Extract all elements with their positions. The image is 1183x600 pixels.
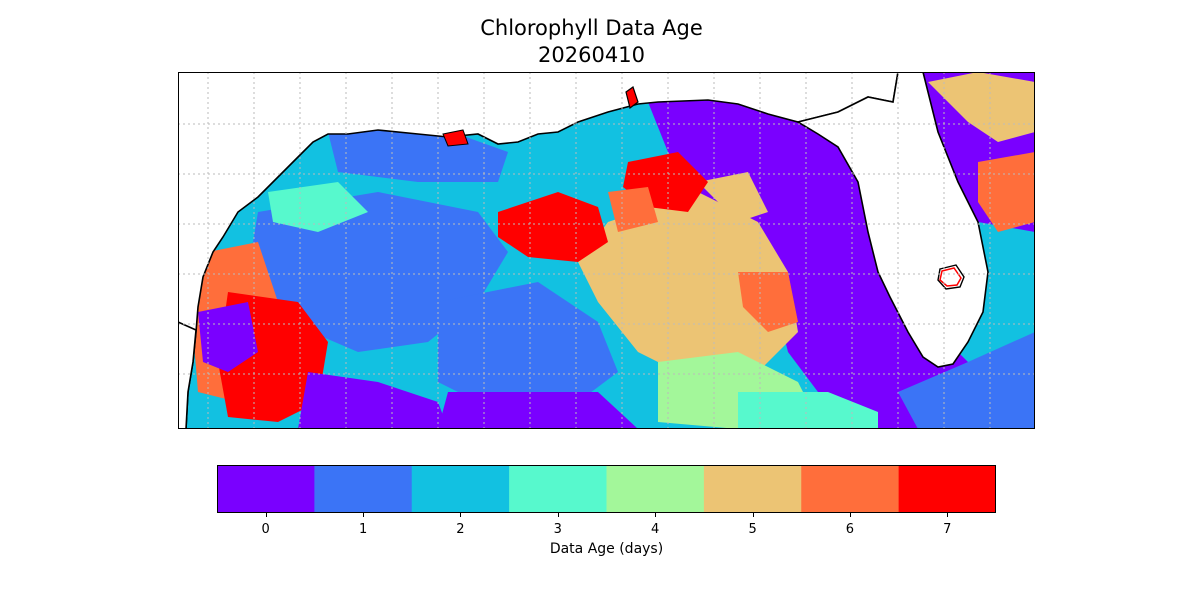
region-day1-keys <box>898 332 1035 429</box>
colorbar-segment-0 <box>217 465 315 513</box>
land-bay-islands <box>442 129 469 147</box>
region-day3-northwest <box>268 182 368 232</box>
colorbar-tick-mark <box>849 513 851 517</box>
colorbar <box>217 465 996 513</box>
region-day0-southwest <box>298 372 448 429</box>
land-delta <box>625 86 639 110</box>
region-day6-east <box>738 272 798 332</box>
colorbar-tick-label: 6 <box>845 522 855 537</box>
land-florida <box>795 72 989 368</box>
colorbar-tick-mark <box>557 513 559 517</box>
region-day5-north <box>698 172 768 222</box>
region-day5-central <box>578 192 798 382</box>
colorbar-segment-3 <box>509 465 608 513</box>
colorbar-segment-1 <box>314 465 413 513</box>
colorbar-tick-label: 4 <box>651 522 660 537</box>
map-date: 20260410 <box>538 43 645 67</box>
region-day0-west-coast <box>198 302 258 372</box>
region-day1-central <box>438 282 618 412</box>
colorbar-tick-label: 5 <box>748 522 757 537</box>
colorbar-border <box>217 465 996 513</box>
colorbar-tick-label: 3 <box>553 522 562 537</box>
colorbar-tick-mark <box>655 513 657 517</box>
colorbar-segment-2 <box>411 465 510 513</box>
map-title: Chlorophyll Data Age <box>480 16 703 40</box>
region-day3-south <box>738 392 878 429</box>
region-day6-central <box>608 187 658 232</box>
colorbar-tick-mark <box>947 513 949 517</box>
colorbar-tick-label: 7 <box>943 522 952 537</box>
colorbar-tick-mark <box>363 513 365 517</box>
chlorophyll-age-map <box>178 72 1035 429</box>
colorbar-segment-5 <box>703 465 802 513</box>
lake-okeechobee-rim <box>939 267 962 287</box>
colorbar-segment-4 <box>606 465 705 513</box>
map-border <box>178 72 1035 429</box>
region-day7-central <box>498 192 608 262</box>
colorbar-tick-mark <box>460 513 462 517</box>
map-panel <box>178 72 1035 429</box>
colorbar-segment-7 <box>898 465 996 513</box>
land-mexico <box>178 321 197 429</box>
colorbar-label: Data Age (days) <box>549 541 664 557</box>
colorbar-tick-label: 0 <box>261 522 270 537</box>
region-day0-south-central <box>438 392 638 429</box>
colorbar-tick-label: 2 <box>456 522 465 537</box>
colorbar-tick-mark <box>752 513 754 517</box>
region-day6-atlantic <box>978 152 1035 232</box>
colorbar-tick-label: 1 <box>358 522 368 537</box>
colorbar-segment-6 <box>801 465 900 513</box>
colorbar-tick-mark <box>265 513 267 517</box>
